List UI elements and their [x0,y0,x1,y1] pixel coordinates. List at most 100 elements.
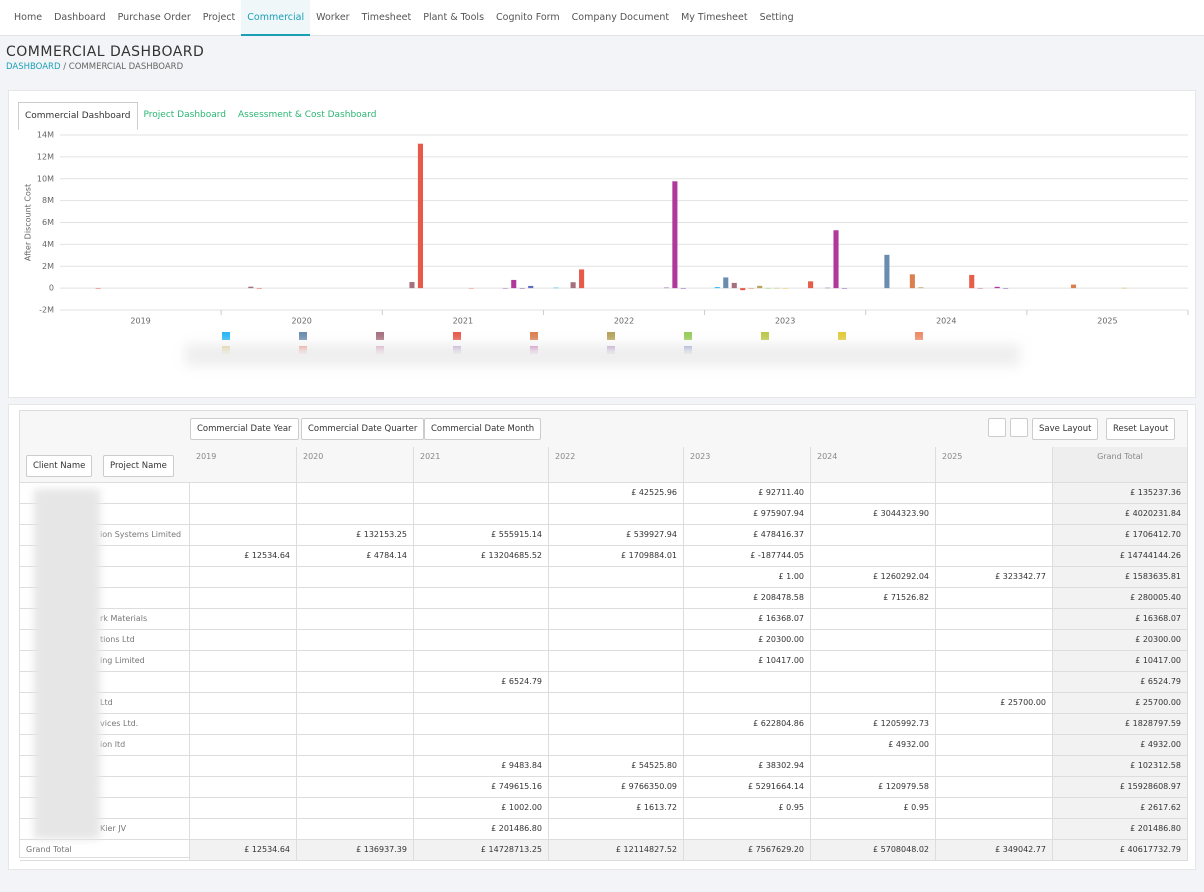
layout-button[interactable]: Reset Layout [1106,418,1176,440]
table-cell [190,798,297,819]
table-cell: £ 14744144.26 [1053,546,1188,567]
table-cell [936,735,1053,756]
table-cell: £ 40617732.79 [1053,840,1188,861]
table-cell: £ 1706412.70 [1053,525,1188,546]
top-nav: Home Dashboard Purchase Order Project Commer… [0,0,1204,36]
table-cell [936,609,1053,630]
column-header: Grand Total [1053,447,1188,483]
table-cell: £ 1002.00 [414,798,549,819]
table-cell: £ 25700.00 [1053,693,1188,714]
row-label: ing Limited [20,651,190,672]
table-cell: £ 4020231.84 [1053,504,1188,525]
table-cell [190,504,297,525]
table-cell [297,756,414,777]
legend-swatch [299,332,307,340]
table-cell: £ 9766350.09 [549,777,684,798]
table-cell [936,714,1053,735]
table-cell [414,609,549,630]
row-field[interactable]: Project Name [103,455,174,477]
bar [969,274,975,289]
table-cell [936,756,1053,777]
table-cell: £ 208478.58 [684,588,811,609]
table-cell: £ 5291664.14 [684,777,811,798]
x-tick-label: 2022 [614,317,634,326]
table-cell [190,630,297,651]
y-tick-label: 4M [42,240,54,249]
table-cell: £ 10417.00 [684,651,811,672]
nav-item[interactable]: Worker [316,12,350,23]
table-cell: £ 6524.79 [414,672,549,693]
table-cell: £ 2617.62 [1053,798,1188,819]
nav-item[interactable]: My Timesheet [681,12,748,23]
legend-swatch [453,332,461,340]
column-field[interactable]: Commercial Date Quarter [301,418,425,440]
crumb-link[interactable]: DASHBOARD [6,62,61,72]
nav-item[interactable]: Setting [759,12,794,23]
table-cell [190,651,297,672]
tab[interactable]: Project Dashboard [143,110,227,120]
x-tick-label: 2025 [1097,317,1117,326]
bar [757,285,763,289]
legend-swatch [222,332,230,340]
column-field[interactable]: Commercial Date Month [424,418,542,440]
tab[interactable]: Commercial Dashboard [18,102,138,130]
table-cell: £ -187744.05 [684,546,811,567]
bar [1070,284,1077,289]
table-cell [190,777,297,798]
nav-item[interactable]: Cognito Form [496,12,560,23]
nav-item[interactable]: Purchase Order [117,12,191,23]
legend-swatch [761,332,769,340]
table-cell [936,651,1053,672]
table-cell [414,588,549,609]
table-cell [297,735,414,756]
table-cell: £ 9483.84 [414,756,549,777]
table-cell [549,504,684,525]
nav-item[interactable]: Plant & Tools [423,12,485,23]
print-icon[interactable] [1010,418,1028,437]
export-icon[interactable] [988,418,1006,437]
nav-item[interactable]: Company Document [571,12,670,23]
table-cell: £ 1709884.01 [549,546,684,567]
x-tick-label: 2021 [453,317,473,326]
legend-swatch [607,332,615,340]
table-cell [936,546,1053,567]
column-field[interactable]: Commercial Date Year [190,418,299,440]
nav-item[interactable]: Dashboard [54,12,106,23]
table-cell [684,735,811,756]
table-cell: £ 478416.37 [684,525,811,546]
table-cell [684,672,811,693]
table-cell [414,504,549,525]
table-cell [549,819,684,840]
tab[interactable]: Assessment & Cost Dashboard [238,110,377,120]
table-cell: £ 201486.80 [1053,819,1188,840]
bar [740,288,746,291]
row-label [20,777,190,798]
nav-item[interactable]: Home [14,12,43,23]
bar [825,287,831,289]
bar [680,288,686,289]
row-label: tions Ltd [20,630,190,651]
table-cell: £ 20300.00 [684,630,811,651]
nav-item[interactable]: Timesheet [361,12,412,23]
row-field[interactable]: Client Name [26,455,93,477]
bar [553,287,559,289]
bar [511,279,517,289]
bar [95,287,101,289]
row-label [20,756,190,777]
row-label [20,546,190,567]
column-header: 2022 [549,447,684,483]
table-cell [811,819,936,840]
table-cell [811,756,936,777]
table-cell [811,651,936,672]
table-cell: £ 42525.96 [549,483,684,504]
table-cell [684,819,811,840]
nav-item[interactable]: Project [202,12,236,23]
table-cell [936,798,1053,819]
layout-button[interactable]: Save Layout [1032,418,1099,440]
column-header: 2019 [190,447,297,483]
row-label: ion ltd [20,735,190,756]
nav-item[interactable]: Commercial [241,0,311,36]
bar [1003,288,1009,289]
table-cell [811,546,936,567]
bar [519,288,525,289]
